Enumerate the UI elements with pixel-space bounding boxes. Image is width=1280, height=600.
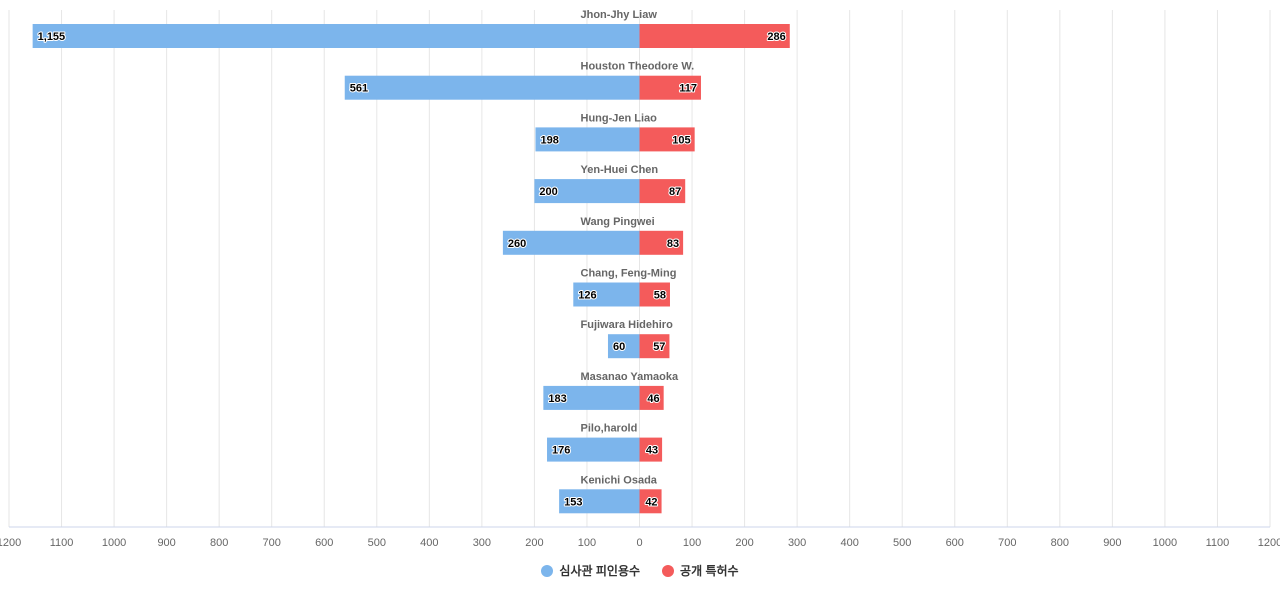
data-label: 57 xyxy=(653,341,665,353)
x-tick-label: 500 xyxy=(893,537,911,549)
data-label: 183 xyxy=(548,393,566,405)
bar[interactable] xyxy=(639,334,670,359)
x-tick-label: 900 xyxy=(1103,537,1121,549)
data-label: 87 xyxy=(669,186,681,198)
x-tick-label: 600 xyxy=(315,537,333,549)
legend-item-series-1[interactable]: 심사관 피인용수 xyxy=(541,562,640,579)
bar[interactable] xyxy=(607,334,640,359)
x-tick-label: 1100 xyxy=(50,537,74,549)
data-labels: 1,155 286 561 117 198 105 200 87 260 83 126 58 60 57 1… xyxy=(37,30,787,509)
legend-label-series-2: 공개 특허수 xyxy=(680,564,739,578)
bar[interactable] xyxy=(559,489,640,514)
x-tick-label: 600 xyxy=(946,537,964,549)
category-label: Fujiwara Hidehiro xyxy=(581,319,674,331)
bar[interactable] xyxy=(639,489,662,514)
bar[interactable] xyxy=(573,282,640,307)
data-label: 105 xyxy=(672,134,690,146)
data-label: 46 xyxy=(647,393,659,405)
bar[interactable] xyxy=(639,127,695,152)
legend-marker-series-2 xyxy=(662,564,675,577)
x-tick-label: 1000 xyxy=(102,537,126,549)
x-tick-label: 700 xyxy=(263,537,281,549)
category-labels: Jhon-Jhy Liaw Houston Theodore W. Hung-Jen… xyxy=(581,9,695,486)
bar[interactable] xyxy=(344,75,640,100)
data-label: 126 xyxy=(578,290,596,302)
data-label: 58 xyxy=(654,290,666,302)
bar[interactable] xyxy=(639,385,664,410)
x-tick-label: 700 xyxy=(998,537,1016,549)
data-label: 260 xyxy=(508,238,526,250)
bar[interactable] xyxy=(534,179,640,204)
bar[interactable] xyxy=(535,127,640,152)
category-label: Kenichi Osada xyxy=(581,474,658,486)
x-tick-label: 200 xyxy=(735,537,753,549)
legend-label-series-1: 심사관 피인용수 xyxy=(559,564,641,578)
x-tick-label: 300 xyxy=(473,537,491,549)
data-label: 83 xyxy=(667,238,679,250)
bar[interactable] xyxy=(639,75,701,100)
category-label: Jhon-Jhy Liaw xyxy=(581,9,658,21)
bars xyxy=(32,24,790,514)
x-tick-label: 1200 xyxy=(1258,537,1280,549)
data-label: 153 xyxy=(564,496,582,508)
data-label: 43 xyxy=(646,445,658,457)
bar[interactable] xyxy=(502,230,640,255)
bar[interactable] xyxy=(547,437,640,462)
category-label: Wang Pingwei xyxy=(581,216,655,228)
data-label: 176 xyxy=(552,445,570,457)
category-label: Chang, Feng-Ming xyxy=(581,268,677,280)
category-label: Houston Theodore W. xyxy=(581,61,695,73)
data-label: 561 xyxy=(350,83,368,95)
x-tick-label: 1000 xyxy=(1153,537,1177,549)
bar[interactable] xyxy=(639,24,790,48)
category-label: Yen-Huei Chen xyxy=(581,164,659,176)
x-tick-label: 800 xyxy=(1051,537,1069,549)
x-tick-label: 400 xyxy=(420,537,438,549)
x-tick-label: 300 xyxy=(788,537,806,549)
bar[interactable] xyxy=(639,282,670,307)
x-tick-label: 0 xyxy=(636,537,642,549)
x-tick-label: 400 xyxy=(840,537,858,549)
x-tick-label: 1200 xyxy=(0,537,21,549)
legend-marker-series-1 xyxy=(541,564,554,577)
data-label: 117 xyxy=(679,83,697,95)
legend-item-series-2[interactable]: 공개 특허수 xyxy=(662,562,739,579)
legend: 심사관 피인용수 공개 특허수 xyxy=(0,562,1280,579)
x-tick-label: 1100 xyxy=(1206,537,1230,549)
x-tick-label: 900 xyxy=(157,537,175,549)
category-label: Pilo,harold xyxy=(581,423,638,435)
bar[interactable] xyxy=(639,230,684,255)
x-axis-ticks: 1200110010009008007006005004003002001000… xyxy=(0,537,1280,549)
bar[interactable] xyxy=(32,24,640,48)
bar[interactable] xyxy=(639,179,686,204)
bar[interactable] xyxy=(639,437,663,462)
data-label: 286 xyxy=(767,31,785,43)
data-label: 1,155 xyxy=(38,31,66,43)
x-tick-label: 100 xyxy=(578,537,596,549)
x-tick-label: 500 xyxy=(368,537,386,549)
x-tick-label: 800 xyxy=(210,537,228,549)
x-tick-label: 200 xyxy=(525,537,543,549)
category-label: Hung-Jen Liao xyxy=(581,112,658,124)
category-label: Masanao Yamaoka xyxy=(581,371,680,383)
data-label: 42 xyxy=(645,496,657,508)
data-label: 200 xyxy=(539,186,557,198)
data-label: 198 xyxy=(540,134,558,146)
bar[interactable] xyxy=(543,385,640,410)
data-label: 60 xyxy=(613,341,625,353)
x-tick-label: 100 xyxy=(683,537,701,549)
